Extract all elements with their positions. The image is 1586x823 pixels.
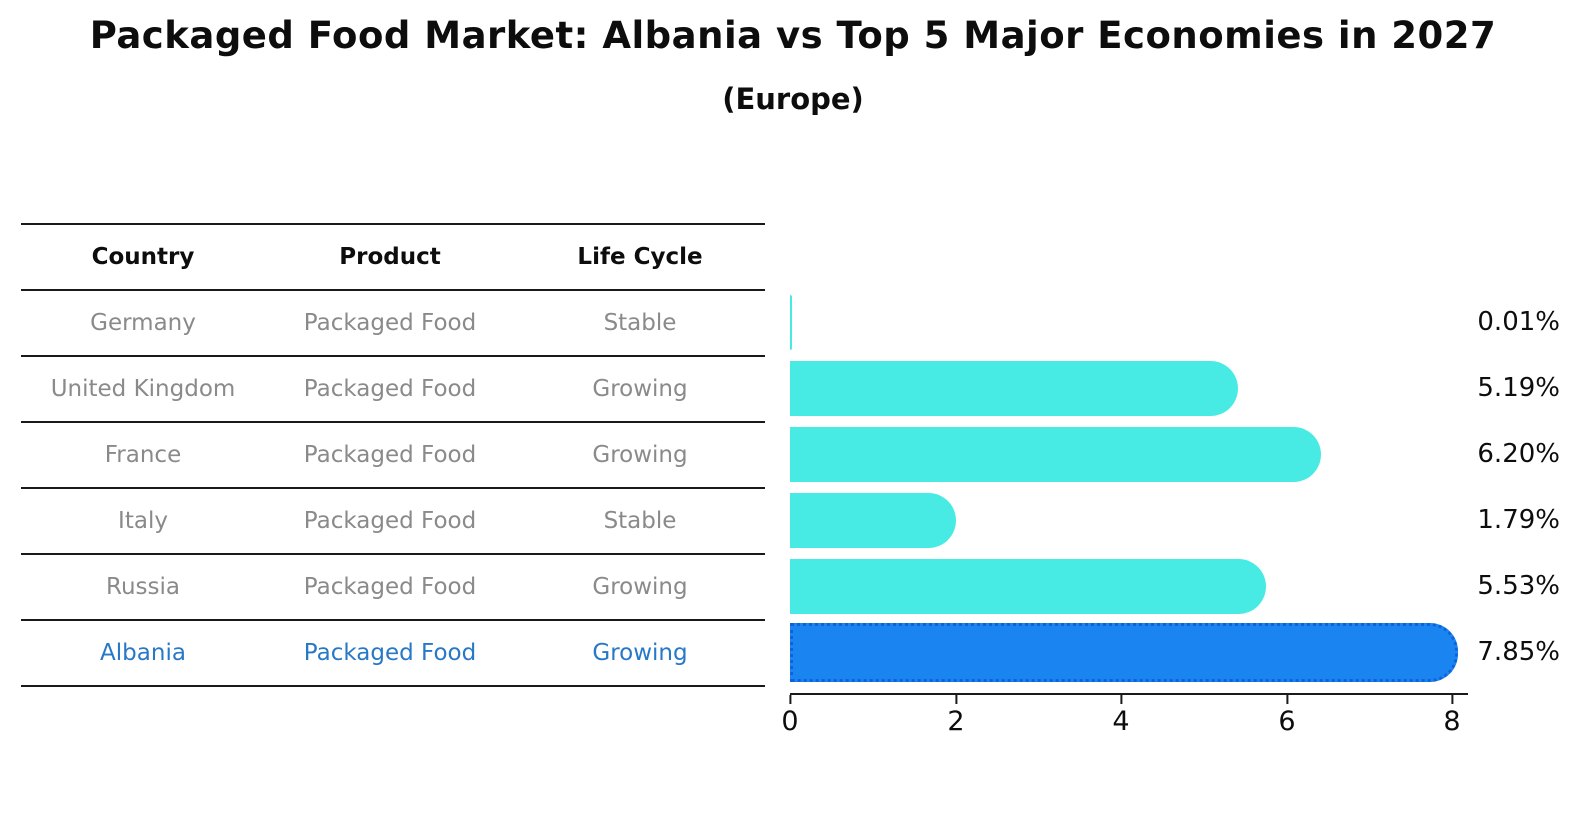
cell-product: Packaged Food <box>303 508 477 534</box>
bar-albania-highlighted <box>790 622 1458 682</box>
value-label-column: 0.01% 5.19% 6.20% 1.79% 5.53% 7.85% <box>1452 289 1560 685</box>
cell-life-cycle: Growing <box>592 640 688 666</box>
tick-mark <box>1120 695 1122 704</box>
cell-life-cycle: Growing <box>592 442 688 468</box>
tick-mark <box>1286 695 1288 704</box>
cell-product: Packaged Food <box>303 574 477 600</box>
chart-title: Packaged Food Market: Albania vs Top 5 M… <box>89 14 1497 57</box>
cell-life-cycle: Stable <box>603 310 677 336</box>
cell-country: Albania <box>100 640 186 666</box>
table-row-germany: Germany Packaged Food Stable <box>21 291 765 357</box>
cell-country: United Kingdom <box>50 376 236 402</box>
bar-germany <box>790 294 792 350</box>
column-header-product: Product <box>339 244 441 270</box>
table-row-albania: Albania Packaged Food Growing <box>21 621 765 687</box>
table-row-russia: Russia Packaged Food Growing <box>21 555 765 621</box>
tick-mark <box>1451 695 1453 704</box>
cell-product: Packaged Food <box>303 376 477 402</box>
column-header-country: Country <box>91 244 195 270</box>
bar-row <box>790 487 1468 553</box>
value-label: 7.85% <box>1477 637 1560 667</box>
table-row-italy: Italy Packaged Food Stable <box>21 489 765 555</box>
bar-row <box>790 289 1468 355</box>
value-label: 0.01% <box>1477 307 1560 337</box>
tick-label: 2 <box>947 706 965 737</box>
cell-country: Russia <box>106 574 180 600</box>
chart-subtitle: (Europe) <box>722 82 864 116</box>
x-axis-tick: 6 <box>1278 695 1296 737</box>
cell-product: Packaged Food <box>303 442 477 468</box>
bar-united-kingdom <box>790 360 1238 416</box>
cell-life-cycle: Stable <box>603 508 677 534</box>
cell-life-cycle: Growing <box>592 574 688 600</box>
bar-row <box>790 421 1468 487</box>
bar-row <box>790 619 1468 685</box>
bar-italy <box>790 492 956 548</box>
tick-label: 4 <box>1112 706 1130 737</box>
cell-product: Packaged Food <box>303 640 477 666</box>
bar-france <box>790 426 1321 482</box>
x-axis-tick: 0 <box>781 695 799 737</box>
cell-product: Packaged Food <box>303 310 477 336</box>
tick-mark <box>955 695 957 704</box>
tick-label: 6 <box>1278 706 1296 737</box>
table-row-united-kingdom: United Kingdom Packaged Food Growing <box>21 357 765 423</box>
value-label: 5.53% <box>1477 571 1560 601</box>
value-label: 1.79% <box>1477 505 1560 535</box>
table-row-france: France Packaged Food Growing <box>21 423 765 489</box>
tick-mark <box>789 695 791 704</box>
cell-country: Germany <box>90 310 196 336</box>
cell-life-cycle: Growing <box>592 376 688 402</box>
value-label: 6.20% <box>1477 439 1560 469</box>
value-label: 5.19% <box>1477 373 1560 403</box>
x-axis-tick: 2 <box>947 695 965 737</box>
column-header-life-cycle: Life Cycle <box>577 244 703 270</box>
table-header-row: Country Product Life Cycle <box>21 225 765 291</box>
bar-row <box>790 355 1468 421</box>
bar-chart <box>790 289 1468 685</box>
cell-country: Italy <box>118 508 168 534</box>
x-axis-tick: 8 <box>1443 695 1461 737</box>
bar-row <box>790 553 1468 619</box>
tick-label: 0 <box>781 706 799 737</box>
country-table: Country Product Life Cycle Germany Packa… <box>21 223 765 687</box>
x-axis-line <box>790 693 1468 695</box>
bar-russia <box>790 558 1266 614</box>
tick-label: 8 <box>1443 706 1461 737</box>
cell-country: France <box>104 442 182 468</box>
x-axis-ticks: 0 2 4 6 8 <box>781 695 1468 745</box>
x-axis-tick: 4 <box>1112 695 1130 737</box>
